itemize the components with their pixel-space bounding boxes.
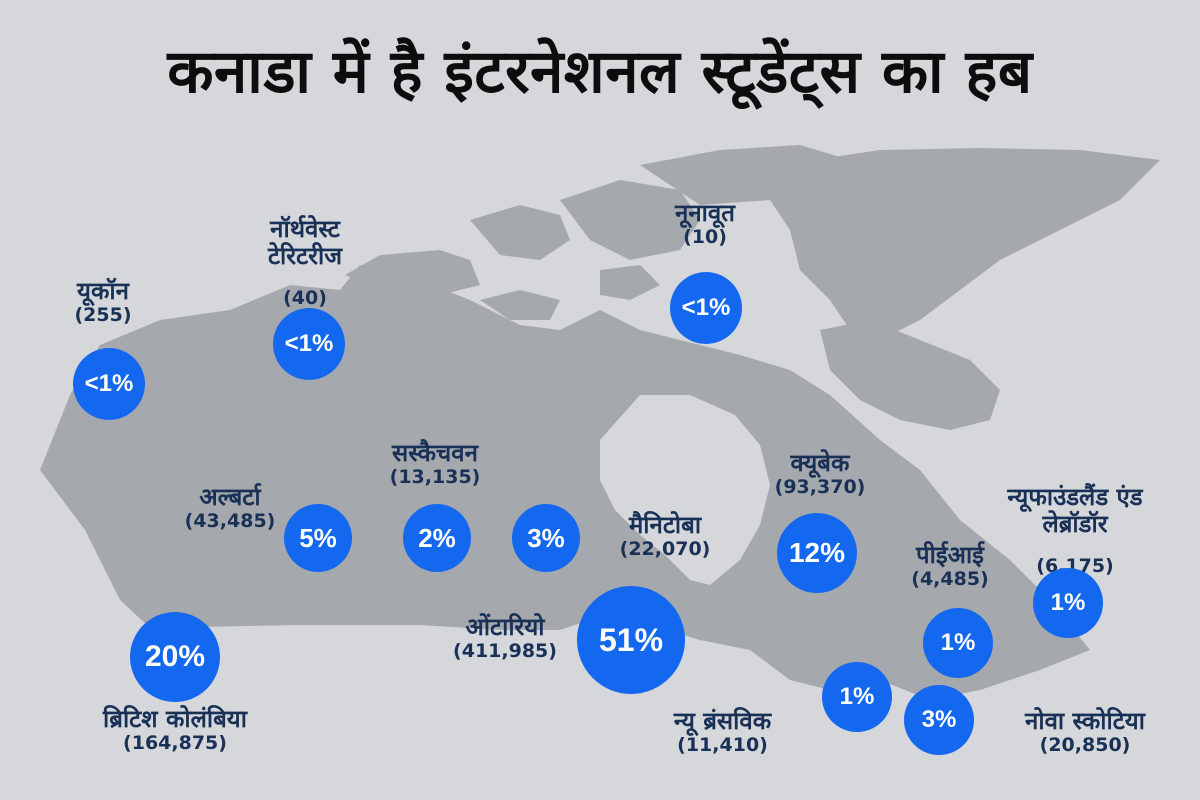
arctic-island bbox=[470, 205, 570, 260]
label-new-brunswick: न्यू ब्रंसविक (11,410) bbox=[640, 708, 805, 756]
province-name: यूकॉन bbox=[77, 277, 129, 305]
student-count: (10) bbox=[683, 225, 727, 248]
province-name: अल्बर्टा bbox=[199, 483, 261, 511]
student-count: (4,485) bbox=[911, 567, 989, 590]
province-name: पीईआई bbox=[916, 541, 984, 569]
student-count: (11,410) bbox=[677, 733, 768, 756]
share-bubble-quebec: 12% bbox=[777, 513, 857, 593]
share-bubble-nwt: <1% bbox=[273, 308, 345, 380]
label-nunavut: नूनावूत (10) bbox=[645, 200, 765, 248]
label-nwt: नॉर्थवेस्ट टेरिटरीज (40) bbox=[235, 198, 375, 327]
arctic-island bbox=[770, 148, 1160, 340]
student-count: (164,875) bbox=[123, 731, 227, 754]
student-count: (22,070) bbox=[619, 537, 711, 560]
share-bubble-bc: 20% bbox=[130, 612, 220, 702]
label-alberta: अल्बर्टा (43,485) bbox=[170, 484, 290, 532]
hudson-bay bbox=[600, 395, 770, 585]
page-title: कनाडा में है इंटरनेशनल स्टूडेंट्स का हब bbox=[167, 37, 1033, 107]
student-count: (411,985) bbox=[453, 639, 557, 662]
province-name: ओंटारियो bbox=[465, 613, 545, 641]
student-count: (93,370) bbox=[774, 475, 866, 498]
label-yukon: यूकॉन (255) bbox=[48, 278, 158, 326]
share-bubble-newfoundland: 1% bbox=[1033, 568, 1103, 638]
share-bubble-saskatchewan: 2% bbox=[403, 504, 471, 572]
label-nova-scotia: नोवा स्कोटिया (20,850) bbox=[990, 708, 1180, 756]
province-name: सस्कैचवन bbox=[392, 439, 478, 467]
baffin-island bbox=[820, 320, 1000, 430]
province-name: न्यूफाउंडलैंड एंड लेब्रॉडॉर bbox=[1007, 482, 1143, 538]
label-pei: पीईआई (4,485) bbox=[895, 542, 1005, 590]
share-bubble-yukon: <1% bbox=[73, 348, 145, 420]
arctic-island bbox=[345, 250, 480, 295]
arctic-island bbox=[560, 180, 700, 260]
label-quebec: क्यूबेक (93,370) bbox=[755, 450, 885, 498]
province-name: नॉर्थवेस्ट टेरिटरीज bbox=[267, 214, 343, 270]
label-bc: ब्रिटिश कोलंबिया (164,875) bbox=[55, 706, 295, 754]
province-name: मैनिटोबा bbox=[628, 511, 702, 539]
label-manitoba: मैनिटोबा (22,070) bbox=[600, 512, 730, 560]
province-name: ब्रिटिश कोलंबिया bbox=[103, 705, 247, 733]
student-count: (13,135) bbox=[389, 465, 481, 488]
share-bubble-manitoba: 3% bbox=[512, 504, 580, 572]
label-ontario: ओंटारियो (411,985) bbox=[440, 614, 570, 662]
share-bubble-alberta: 5% bbox=[284, 504, 352, 572]
student-count: (20,850) bbox=[1039, 733, 1131, 756]
student-count: (40) bbox=[283, 286, 327, 309]
province-name: नूनावूत bbox=[675, 199, 735, 227]
province-name: न्यू ब्रंसविक bbox=[673, 707, 772, 735]
share-bubble-nunavut: <1% bbox=[670, 272, 742, 344]
label-saskatchewan: सस्कैचवन (13,135) bbox=[370, 440, 500, 488]
arctic-island bbox=[600, 265, 660, 300]
share-bubble-new-brunswick: 1% bbox=[822, 662, 892, 732]
arctic-island bbox=[480, 290, 560, 320]
share-bubble-nova-scotia: 3% bbox=[904, 685, 974, 755]
share-bubble-pei: 1% bbox=[923, 608, 993, 678]
student-count: (255) bbox=[74, 303, 132, 326]
province-name: नोवा स्कोटिया bbox=[1025, 707, 1145, 735]
southampton-island bbox=[730, 380, 790, 420]
province-name: क्यूबेक bbox=[790, 449, 850, 477]
student-count: (43,485) bbox=[184, 509, 276, 532]
share-bubble-ontario: 51% bbox=[577, 586, 685, 694]
